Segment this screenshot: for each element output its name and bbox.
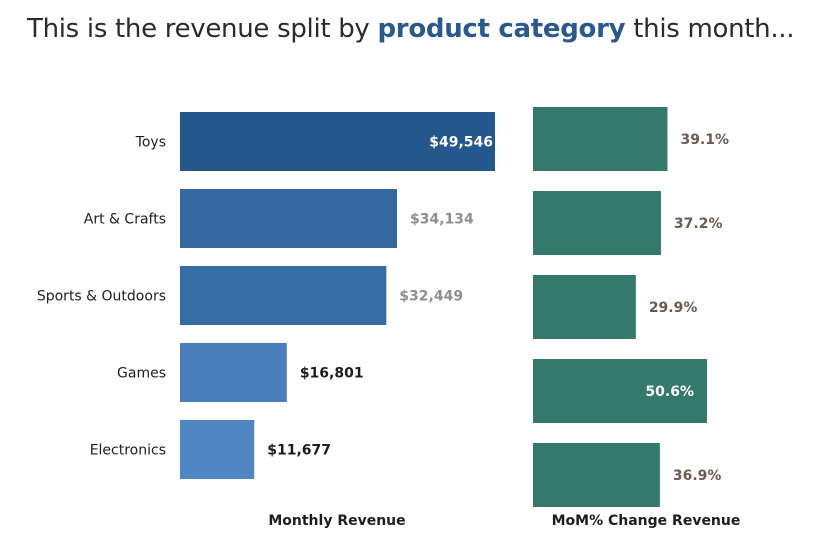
- mom-value-label-sports-outdoors: 29.9%: [649, 300, 698, 316]
- revenue-value-label-art-crafts: $34,134: [410, 212, 474, 228]
- revenue-value-label-toys: $49,546: [429, 135, 493, 151]
- category-label-games: Games: [117, 366, 166, 382]
- revenue-value-label-sports-outdoors: $32,449: [399, 289, 463, 305]
- title-highlight: product category: [377, 14, 626, 44]
- mom-bar-toys: [533, 107, 668, 171]
- mom-bar-sports-outdoors: [533, 275, 636, 339]
- revenue-axis-title: Monthly Revenue: [268, 513, 405, 529]
- mom-value-label-toys: 39.1%: [680, 132, 729, 148]
- revenue-value-label-electronics: $11,677: [267, 443, 331, 459]
- mom-value-label-art-crafts: 37.2%: [674, 216, 723, 232]
- category-label-toys: Toys: [135, 135, 166, 151]
- mom-bar-games: [533, 359, 707, 423]
- mom-change-chart: 39.1% 37.2% 29.9% 50.6% 36.9% MoM% Change Rev…: [533, 107, 740, 529]
- title-prefix: This is the revenue split by: [27, 14, 378, 44]
- mom-bar-art-crafts: [533, 191, 661, 255]
- title-suffix: this month...: [625, 14, 795, 44]
- monthly-revenue-chart: Toys $49,546 Art & Crafts $34,134 Sports & O…: [37, 112, 495, 529]
- category-label-sports-outdoors: Sports & Outdoors: [37, 289, 166, 305]
- revenue-bar-art-crafts: [180, 189, 398, 248]
- revenue-value-label-games: $16,801: [300, 366, 364, 382]
- category-label-electronics: Electronics: [90, 443, 166, 459]
- mom-value-label-games: 50.6%: [645, 384, 694, 400]
- mom-bar-electronics: [533, 443, 660, 507]
- revenue-bar-games: [180, 343, 287, 402]
- mom-axis-title: MoM% Change Revenue: [552, 513, 741, 529]
- page-title: This is the revenue split by product cat…: [27, 14, 795, 44]
- revenue-bar-sports-outdoors: [180, 266, 387, 325]
- revenue-bar-electronics: [180, 420, 255, 479]
- mom-value-label-electronics: 36.9%: [673, 468, 722, 484]
- category-label-art-crafts: Art & Crafts: [84, 212, 166, 228]
- revenue-bar-toys: [180, 112, 495, 171]
